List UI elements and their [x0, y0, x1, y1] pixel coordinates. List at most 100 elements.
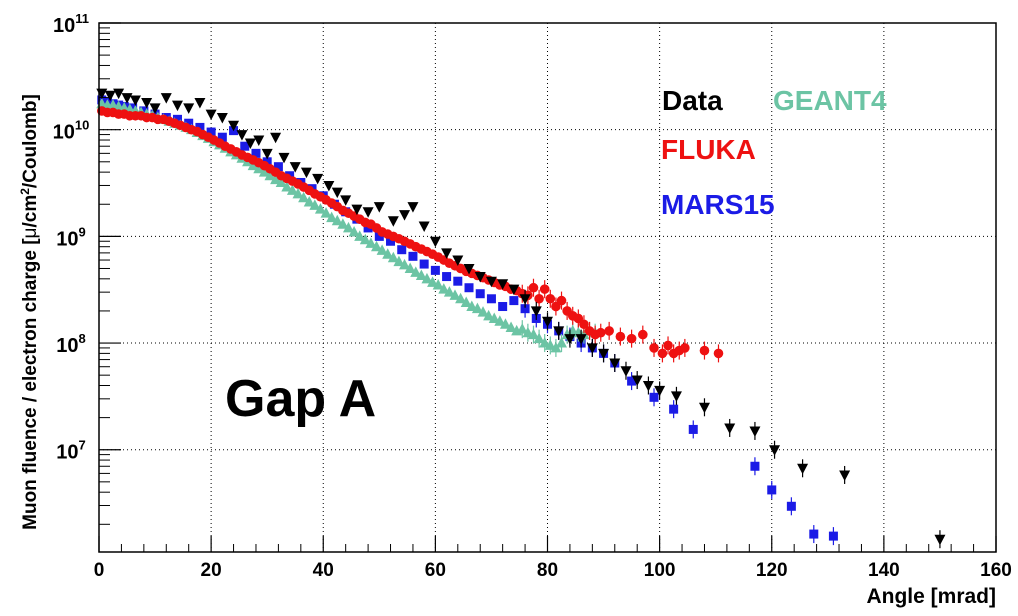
x-tick-label: 0: [94, 560, 105, 581]
fluka-point: [528, 282, 539, 293]
geant4-point: [533, 332, 545, 344]
geant4-point: [527, 328, 539, 340]
fluka-point: [534, 293, 544, 304]
mars15-point: [828, 531, 838, 541]
data-point: [797, 463, 809, 475]
mars15-point: [809, 529, 819, 539]
data-point: [474, 272, 486, 283]
geant4-point: [264, 169, 276, 181]
data-point: [270, 132, 282, 144]
series-geant4: [96, 97, 601, 357]
geant4-point: [359, 233, 371, 245]
mars15-point: [206, 127, 216, 137]
legend-geant4: GEANT4: [773, 85, 887, 116]
data-point: [312, 173, 324, 185]
geant4-point: [449, 289, 461, 300]
data-point: [769, 445, 781, 456]
mars15-point: [627, 376, 637, 386]
mars15-point: [688, 424, 698, 434]
data-point: [362, 207, 374, 218]
data-point: [519, 294, 531, 305]
x-tick-label: 40: [313, 560, 334, 581]
geant4-point: [354, 230, 366, 241]
geant4-point: [438, 283, 450, 294]
data-point: [724, 423, 736, 434]
geant4-point: [499, 318, 511, 329]
geant4-point: [320, 207, 332, 218]
geant4-point: [544, 339, 556, 350]
data-point: [113, 88, 125, 100]
geant4-point: [382, 248, 394, 259]
mars15-point: [442, 272, 452, 282]
mars15-point: [217, 132, 227, 142]
fluka-point: [680, 343, 690, 353]
fluka-point: [663, 340, 673, 351]
y-tick-label: 109: [56, 224, 85, 250]
geant4-point: [483, 309, 495, 321]
mars15-point: [767, 485, 777, 495]
mars15-point: [419, 259, 429, 269]
data-point: [564, 334, 576, 345]
mars15-point: [786, 501, 796, 511]
mars15-point: [520, 304, 530, 314]
data-point: [934, 534, 946, 546]
data-point: [642, 381, 654, 392]
mars15-point: [251, 148, 261, 158]
data-point: [839, 470, 851, 481]
data-point: [575, 334, 587, 345]
data-point: [530, 306, 542, 317]
fluka-point: [649, 343, 659, 353]
data-point: [399, 210, 411, 221]
mars15-point: [184, 118, 194, 128]
fluka-point: [539, 284, 550, 294]
grid: [99, 23, 996, 552]
geant4-point: [286, 184, 298, 195]
geant4-point: [376, 244, 388, 255]
geant4-point: [488, 312, 500, 323]
geant4-point: [292, 187, 304, 199]
data-point: [373, 202, 385, 213]
x-tick-label: 160: [980, 560, 1012, 581]
mars15-point: [430, 265, 440, 275]
mars15-point: [273, 162, 283, 172]
fluka-point: [615, 331, 626, 342]
fluka-point: [657, 348, 668, 359]
data-point: [261, 148, 273, 160]
mars15-point: [486, 294, 496, 304]
mars15-point: [374, 231, 384, 241]
geant4-point: [303, 195, 315, 207]
mars15-point: [498, 302, 508, 312]
annotation-gap-a: Gap A: [225, 370, 376, 428]
geant4-point: [505, 321, 517, 332]
data-point: [586, 343, 598, 354]
geant4-point: [421, 272, 433, 284]
data-point: [598, 348, 610, 360]
data-point: [407, 202, 419, 213]
data-point: [508, 284, 520, 296]
data-point: [485, 276, 497, 288]
geant4-point: [365, 237, 377, 248]
mars15-point: [139, 106, 149, 116]
geant4-point: [298, 191, 310, 203]
legend: Data GEANT4 FLUKA MARS15: [661, 85, 887, 220]
data-point: [452, 255, 464, 267]
geant4-point: [247, 159, 259, 171]
data-point: [104, 90, 116, 102]
y-tick-label: 108: [56, 331, 85, 357]
x-axis-label: Angle [mrad]: [866, 585, 996, 608]
data-point: [331, 187, 343, 199]
y-axis-label: Muon fluence / electron charge [μ/cm2/Co…: [18, 94, 41, 530]
data-point: [429, 236, 441, 248]
data-point: [631, 375, 643, 387]
geant4-point: [326, 211, 338, 223]
data-point: [463, 263, 475, 275]
legend-data: Data: [662, 85, 723, 116]
fluka-point: [626, 333, 637, 344]
mars15-point: [669, 404, 679, 414]
geant4-point: [275, 176, 287, 187]
fluka-point: [595, 327, 606, 338]
geant4-point: [550, 341, 562, 353]
axes: 0 20 40 60 80 100 120 140 160 107 108 109 1010 1011: [53, 11, 1012, 581]
